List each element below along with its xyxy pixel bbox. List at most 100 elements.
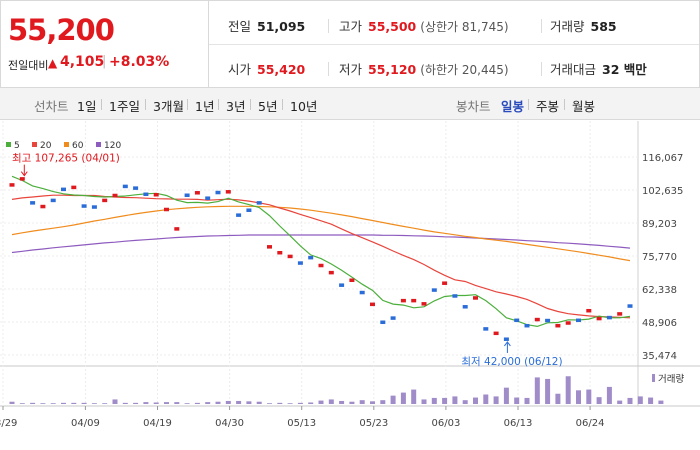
- date-tick-label: 06/13: [504, 418, 533, 429]
- up-arrow-icon: ▲: [48, 56, 58, 70]
- date-tick-label: 05/13: [287, 418, 316, 429]
- period-3y-button[interactable]: 3년: [226, 99, 246, 114]
- volume-bar: [390, 395, 396, 404]
- volume-bar: [122, 402, 128, 404]
- candle: [184, 193, 190, 197]
- divider: [282, 99, 283, 110]
- price-tick-label: 89,203: [642, 219, 677, 230]
- volume-bar: [143, 402, 149, 404]
- low-arrowhead-icon: [504, 341, 511, 347]
- stat-open: 시가 55,420: [228, 59, 305, 79]
- candle: [617, 312, 623, 316]
- stat-value: 55,420: [257, 62, 306, 77]
- volume-bar: [380, 400, 386, 404]
- divider: [145, 99, 146, 110]
- volume-bar: [215, 401, 221, 404]
- period-3m-button[interactable]: 3개월: [153, 99, 184, 114]
- period-5y-button[interactable]: 5년: [258, 99, 278, 114]
- candle: [194, 191, 200, 195]
- stat-value: 32 백만: [602, 62, 647, 77]
- candle: [586, 308, 592, 313]
- period-1d-button[interactable]: 1일: [77, 99, 97, 114]
- candle: [452, 294, 458, 298]
- volume-bar: [576, 390, 581, 404]
- volume-bar: [256, 401, 262, 404]
- volume-bar: [184, 403, 190, 404]
- volume-bar: [277, 402, 283, 404]
- volume-bar: [40, 403, 46, 404]
- candle: [112, 193, 118, 198]
- candle: [596, 316, 602, 321]
- candle: [40, 204, 46, 209]
- stat-label: 고가: [339, 19, 363, 34]
- candle: [576, 318, 581, 323]
- volume-bar: [318, 400, 324, 404]
- stat-sub: (하한가 20,445): [420, 63, 509, 77]
- volume-bar: [102, 403, 108, 404]
- ma-legend-label: 60: [72, 141, 84, 151]
- volume-bar: [339, 400, 345, 404]
- high-annotation: 최고 107,265 (04/01): [12, 153, 120, 165]
- volume-legend-label: 거래량: [658, 373, 684, 385]
- volume-bar: [462, 400, 468, 404]
- divider: [528, 99, 529, 110]
- candle-monthly-tab[interactable]: 월봉: [572, 99, 596, 114]
- price-tick-label: 35,474: [642, 351, 677, 362]
- stat-prev-close: 전일 51,095: [228, 16, 305, 36]
- candle: [215, 190, 221, 195]
- candle: [256, 201, 262, 205]
- volume-bar: [71, 402, 77, 404]
- date-tick-label: 04/30: [215, 418, 244, 429]
- volume-bar: [112, 399, 118, 404]
- volume-bar: [617, 400, 623, 404]
- volume-bar: [153, 402, 159, 404]
- candle: [287, 254, 293, 259]
- stat-label: 전일: [228, 19, 252, 34]
- candles: [9, 177, 633, 341]
- change-rate: +8.03%: [109, 54, 170, 70]
- volume-bar: [133, 402, 139, 404]
- stat-volume: 거래량 585: [550, 16, 617, 36]
- candle: [370, 302, 375, 307]
- candle: [19, 177, 25, 181]
- period-1w-button[interactable]: 1주일: [109, 99, 140, 114]
- candle: [225, 190, 231, 194]
- candlestick-chart: 5 20 60 120 최고 107,265 (04/01) 최저 42,000 (06…: [0, 121, 700, 450]
- stat-label: 저가: [339, 62, 363, 77]
- volume-bar: [658, 400, 664, 404]
- candle: [61, 187, 66, 192]
- stat-value: 51,095: [257, 19, 306, 34]
- candle: [71, 185, 77, 190]
- period-10y-button[interactable]: 10년: [290, 99, 318, 114]
- change-separator: |: [102, 54, 107, 69]
- divider: [187, 99, 188, 110]
- chart-background: [0, 121, 700, 450]
- candle: [164, 207, 169, 212]
- candle: [143, 192, 149, 197]
- volume-bar: [205, 402, 211, 404]
- divider: [541, 62, 542, 76]
- stat-value: 55,500: [368, 19, 417, 34]
- candle: [339, 283, 345, 287]
- candle: [627, 304, 633, 308]
- candle-weekly-tab[interactable]: 주봉: [536, 99, 560, 114]
- divider: [218, 99, 219, 110]
- date-grid: [2, 121, 591, 410]
- current-price: 55,200: [8, 13, 115, 47]
- price-tick-label: 62,338: [642, 285, 677, 296]
- divider: [328, 19, 329, 33]
- volume-legend-swatch: [652, 374, 655, 382]
- candle-daily-tab[interactable]: 일봉: [501, 99, 525, 114]
- volume-bar: [596, 397, 602, 404]
- period-1y-button[interactable]: 1년: [195, 99, 215, 114]
- candle: [102, 198, 108, 203]
- annotations: 최고 107,265 (04/01) 최저 42,000 (06/12): [12, 153, 563, 368]
- ma-line-120: [11, 234, 631, 254]
- volume-bar: [514, 397, 520, 404]
- candle: [390, 316, 396, 320]
- price-tick-label: 116,067: [642, 153, 683, 164]
- volume-bar: [359, 400, 365, 404]
- divider: [328, 62, 329, 76]
- volume-bar: [91, 403, 97, 404]
- volume-legend: 거래량: [652, 373, 684, 385]
